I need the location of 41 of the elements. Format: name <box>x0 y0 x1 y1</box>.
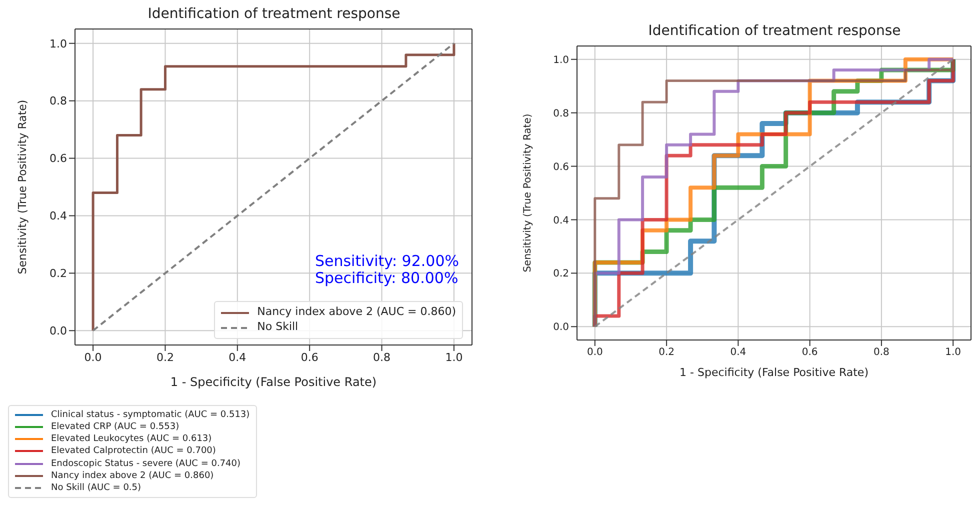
y-axis-title: Sensitivity (True Positivity Rate) <box>16 100 29 274</box>
legend-label: Elevated Calprotectin (AUC = 0.700) <box>51 445 216 458</box>
x-tick-label: 0.4 <box>730 347 746 358</box>
legend-label: Endoscopic Status - severe (AUC = 0.740) <box>51 458 240 470</box>
y-tick-label: 0.4 <box>553 215 569 226</box>
legend-label: Nancy index above 2 (AUC = 0.860) <box>257 305 456 320</box>
x-tick-label: 1.0 <box>445 350 463 364</box>
x-tick-label: 0.2 <box>156 350 174 364</box>
x-tick-label: 0.2 <box>658 347 674 358</box>
y-tick-label: 0.6 <box>50 152 67 166</box>
legend-label: No Skill <box>257 320 298 335</box>
x-tick-label: 0.8 <box>874 347 890 358</box>
y-tick-label: 0.6 <box>553 162 569 173</box>
y-tick-label: 0.2 <box>50 267 67 280</box>
legend-label: Elevated Leukocytes (AUC = 0.613) <box>51 433 212 446</box>
chart-title: Identification of treatment response <box>146 6 402 22</box>
x-tick-label: 1.0 <box>945 347 962 358</box>
y-tick-label: 1.0 <box>553 54 569 66</box>
x-axis-title: 1 - Specificity (False Positive Rate) <box>680 366 868 379</box>
x-axis-title: 1 - Specificity (False Positive Rate) <box>170 375 377 389</box>
x-tick-label: 0.0 <box>586 347 603 358</box>
y-tick-label: 0.2 <box>553 268 569 280</box>
y-tick-label: 0.0 <box>50 324 67 338</box>
annotation: Specificity: 80.00% <box>314 268 459 287</box>
chart-title: Identification of treatment response <box>647 23 902 39</box>
legend-label: Elevated CRP (AUC = 0.553) <box>51 421 180 434</box>
y-tick-label: 0.8 <box>553 108 569 120</box>
legend-label: Clinical status - symptomatic (AUC = 0.513) <box>51 409 250 422</box>
x-tick-label: 0.6 <box>300 350 318 364</box>
y-axis-title: Sensitivity (True Positivity Rate) <box>522 114 534 272</box>
legend-label: No Skill (AUC = 0.5) <box>51 482 142 494</box>
y-tick-label: 0.8 <box>50 94 67 108</box>
x-tick-label: 0.4 <box>228 350 246 364</box>
x-tick-label: 0.0 <box>84 350 102 364</box>
y-tick-label: 0.0 <box>553 322 569 334</box>
legend-label: Nancy index above 2 (AUC = 0.860) <box>51 470 214 482</box>
y-tick-label: 1.0 <box>50 37 67 50</box>
x-tick-label: 0.6 <box>802 347 818 358</box>
annotation: Sensitivity: 92.00% <box>314 252 459 270</box>
x-tick-label: 0.8 <box>373 350 391 364</box>
y-tick-label: 0.4 <box>50 210 67 223</box>
